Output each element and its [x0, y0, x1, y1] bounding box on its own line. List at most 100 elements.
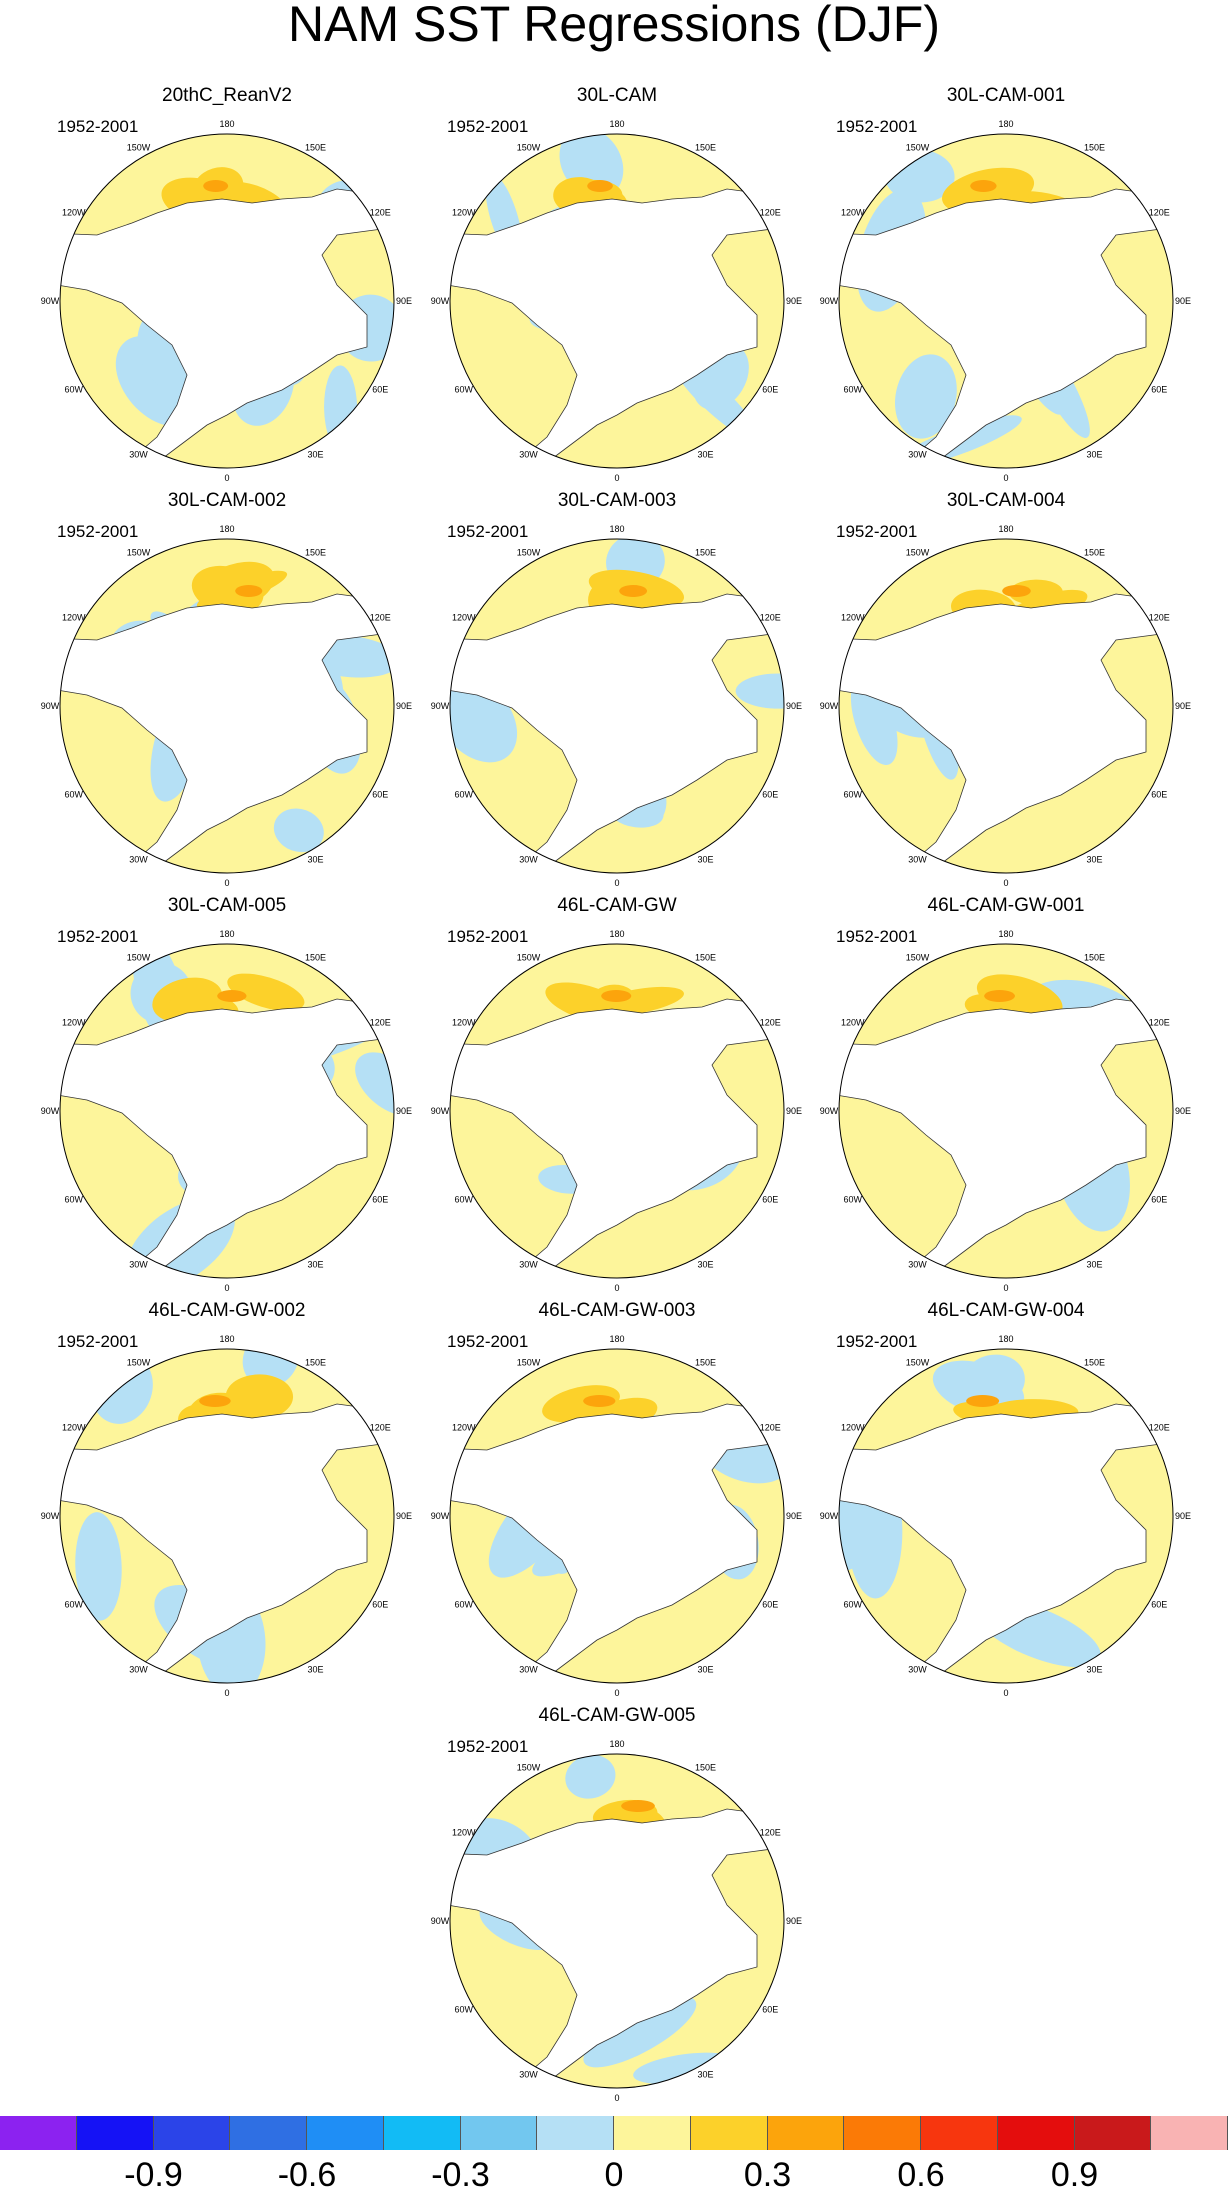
longitude-label: 30E [307, 1664, 323, 1674]
colorbar-swatch [997, 2116, 1075, 2150]
longitude-label: 90E [1175, 1511, 1191, 1521]
longitude-label: 60W [843, 1600, 862, 1610]
longitude-label: 180 [609, 1739, 624, 1749]
longitude-label: 120E [1149, 613, 1170, 623]
panel-period: 1952-2001 [836, 117, 918, 136]
longitude-label: 150W [127, 1358, 151, 1368]
longitude-label: 120W [62, 613, 86, 623]
longitude-label: 60E [1151, 790, 1167, 800]
longitude-label: 120W [452, 613, 476, 623]
colorbar-swatch [690, 2116, 768, 2150]
panel-title: 46L-CAM-GW-002 [148, 1300, 306, 1321]
longitude-label: 150W [127, 548, 151, 558]
longitude-label: 60W [64, 385, 83, 395]
longitude-label: 90W [41, 1106, 60, 1116]
colorbar-swatch [230, 2116, 307, 2150]
longitude-label: 150W [517, 953, 541, 963]
longitude-label: 120W [62, 1423, 86, 1433]
panel-period: 1952-2001 [836, 927, 918, 946]
longitude-label: 30W [908, 854, 927, 864]
longitude-label: 60E [762, 1600, 778, 1610]
longitude-label: 0 [614, 2093, 619, 2103]
longitude-label: 30E [697, 1664, 713, 1674]
map-panel: 180 150E 120E 90E 60E 30E 0 30W 60W 90W 120W 150W 46… [427, 895, 807, 1295]
longitude-label: 150W [127, 143, 151, 153]
longitude-label: 60E [762, 790, 778, 800]
longitude-label: 150E [695, 1763, 716, 1773]
panel-period: 1952-2001 [447, 117, 529, 136]
longitude-label: 0 [224, 878, 229, 888]
map-panel: 180 150E 120E 90E 60E 30E 0 30W 60W 90W 120W 150W 46… [427, 1705, 807, 2105]
longitude-label: 120E [760, 208, 781, 218]
longitude-label: 150E [1084, 143, 1105, 153]
polar-map: 180 150E 120E 90E 60E 30E 0 30W 60W 90W 120W 150W [431, 524, 802, 888]
longitude-label: 120W [452, 1423, 476, 1433]
longitude-label: 60E [1151, 1600, 1167, 1610]
longitude-label: 90E [1175, 1106, 1191, 1116]
longitude-label: 120E [1149, 208, 1170, 218]
colorbar-tick-label: -0.3 [431, 2156, 490, 2194]
panel-title: 30L-CAM-004 [946, 490, 1066, 511]
panel-title: 46L-CAM-GW [557, 895, 677, 916]
longitude-label: 120W [841, 613, 865, 623]
polar-map: 180 150E 120E 90E 60E 30E 0 30W 60W 90W 120W 150W [820, 119, 1191, 483]
longitude-label: 90E [396, 296, 412, 306]
panel-period: 1952-2001 [57, 1332, 139, 1351]
longitude-label: 150W [127, 953, 151, 963]
longitude-label: 150E [695, 953, 716, 963]
longitude-label: 30E [697, 854, 713, 864]
longitude-label: 150W [517, 1763, 541, 1773]
longitude-label: 60E [372, 1600, 388, 1610]
longitude-label: 0 [224, 1283, 229, 1293]
panel-title: 46L-CAM-GW-005 [538, 1705, 696, 1726]
longitude-label: 150W [906, 143, 930, 153]
polar-map: 180 150E 120E 90E 60E 30E 0 30W 60W 90W 120W 150W [41, 119, 412, 483]
longitude-label: 120W [841, 1018, 865, 1028]
longitude-label: 30W [519, 2069, 538, 2079]
longitude-label: 120E [370, 208, 391, 218]
longitude-label: 90E [396, 701, 412, 711]
longitude-label: 0 [224, 473, 229, 483]
longitude-label: 30E [1086, 854, 1102, 864]
longitude-label: 90E [786, 1916, 802, 1926]
longitude-label: 60E [1151, 385, 1167, 395]
longitude-label: 90W [41, 1511, 60, 1521]
longitude-label: 0 [1003, 1688, 1008, 1698]
panel-period: 1952-2001 [447, 1737, 529, 1756]
longitude-label: 90W [820, 701, 839, 711]
panel-period: 1952-2001 [836, 1332, 918, 1351]
longitude-label: 0 [614, 1688, 619, 1698]
longitude-label: 150W [517, 1358, 541, 1368]
colorbar-swatch [307, 2116, 384, 2150]
longitude-label: 90W [431, 1106, 450, 1116]
longitude-label: 0 [614, 473, 619, 483]
panel-title: 46L-CAM-GW-001 [927, 895, 1085, 916]
colorbar-swatch [921, 2116, 998, 2150]
longitude-label: 180 [998, 524, 1013, 534]
longitude-label: 120E [1149, 1018, 1170, 1028]
longitude-label: 120E [370, 1423, 391, 1433]
colorbar-swatch [1074, 2116, 1152, 2150]
longitude-label: 180 [219, 524, 234, 534]
panel-title: 30L-CAM-005 [167, 895, 287, 916]
longitude-label: 150E [1084, 548, 1105, 558]
longitude-label: 180 [998, 929, 1013, 939]
longitude-label: 120W [62, 208, 86, 218]
longitude-label: 120W [841, 1423, 865, 1433]
panel-title: 46L-CAM-GW-004 [927, 1300, 1085, 1321]
polar-map: 180 150E 120E 90E 60E 30E 0 30W 60W 90W 120W 150W [431, 1334, 802, 1698]
longitude-label: 150W [906, 1358, 930, 1368]
longitude-label: 90W [820, 1511, 839, 1521]
longitude-label: 120E [370, 1018, 391, 1028]
longitude-label: 180 [609, 1334, 624, 1344]
map-panel: 180 150E 120E 90E 60E 30E 0 30W 60W 90W 120W 150W 46… [37, 1300, 417, 1700]
panel-title: 46L-CAM-GW-003 [538, 1300, 696, 1321]
longitude-label: 30W [908, 1664, 927, 1674]
longitude-label: 150E [305, 1358, 326, 1368]
longitude-label: 120E [760, 1018, 781, 1028]
longitude-label: 90W [820, 296, 839, 306]
longitude-label: 90E [786, 1511, 802, 1521]
longitude-label: 60E [1151, 1195, 1167, 1205]
longitude-label: 30W [129, 1664, 148, 1674]
colorbar-swatch [767, 2116, 845, 2150]
